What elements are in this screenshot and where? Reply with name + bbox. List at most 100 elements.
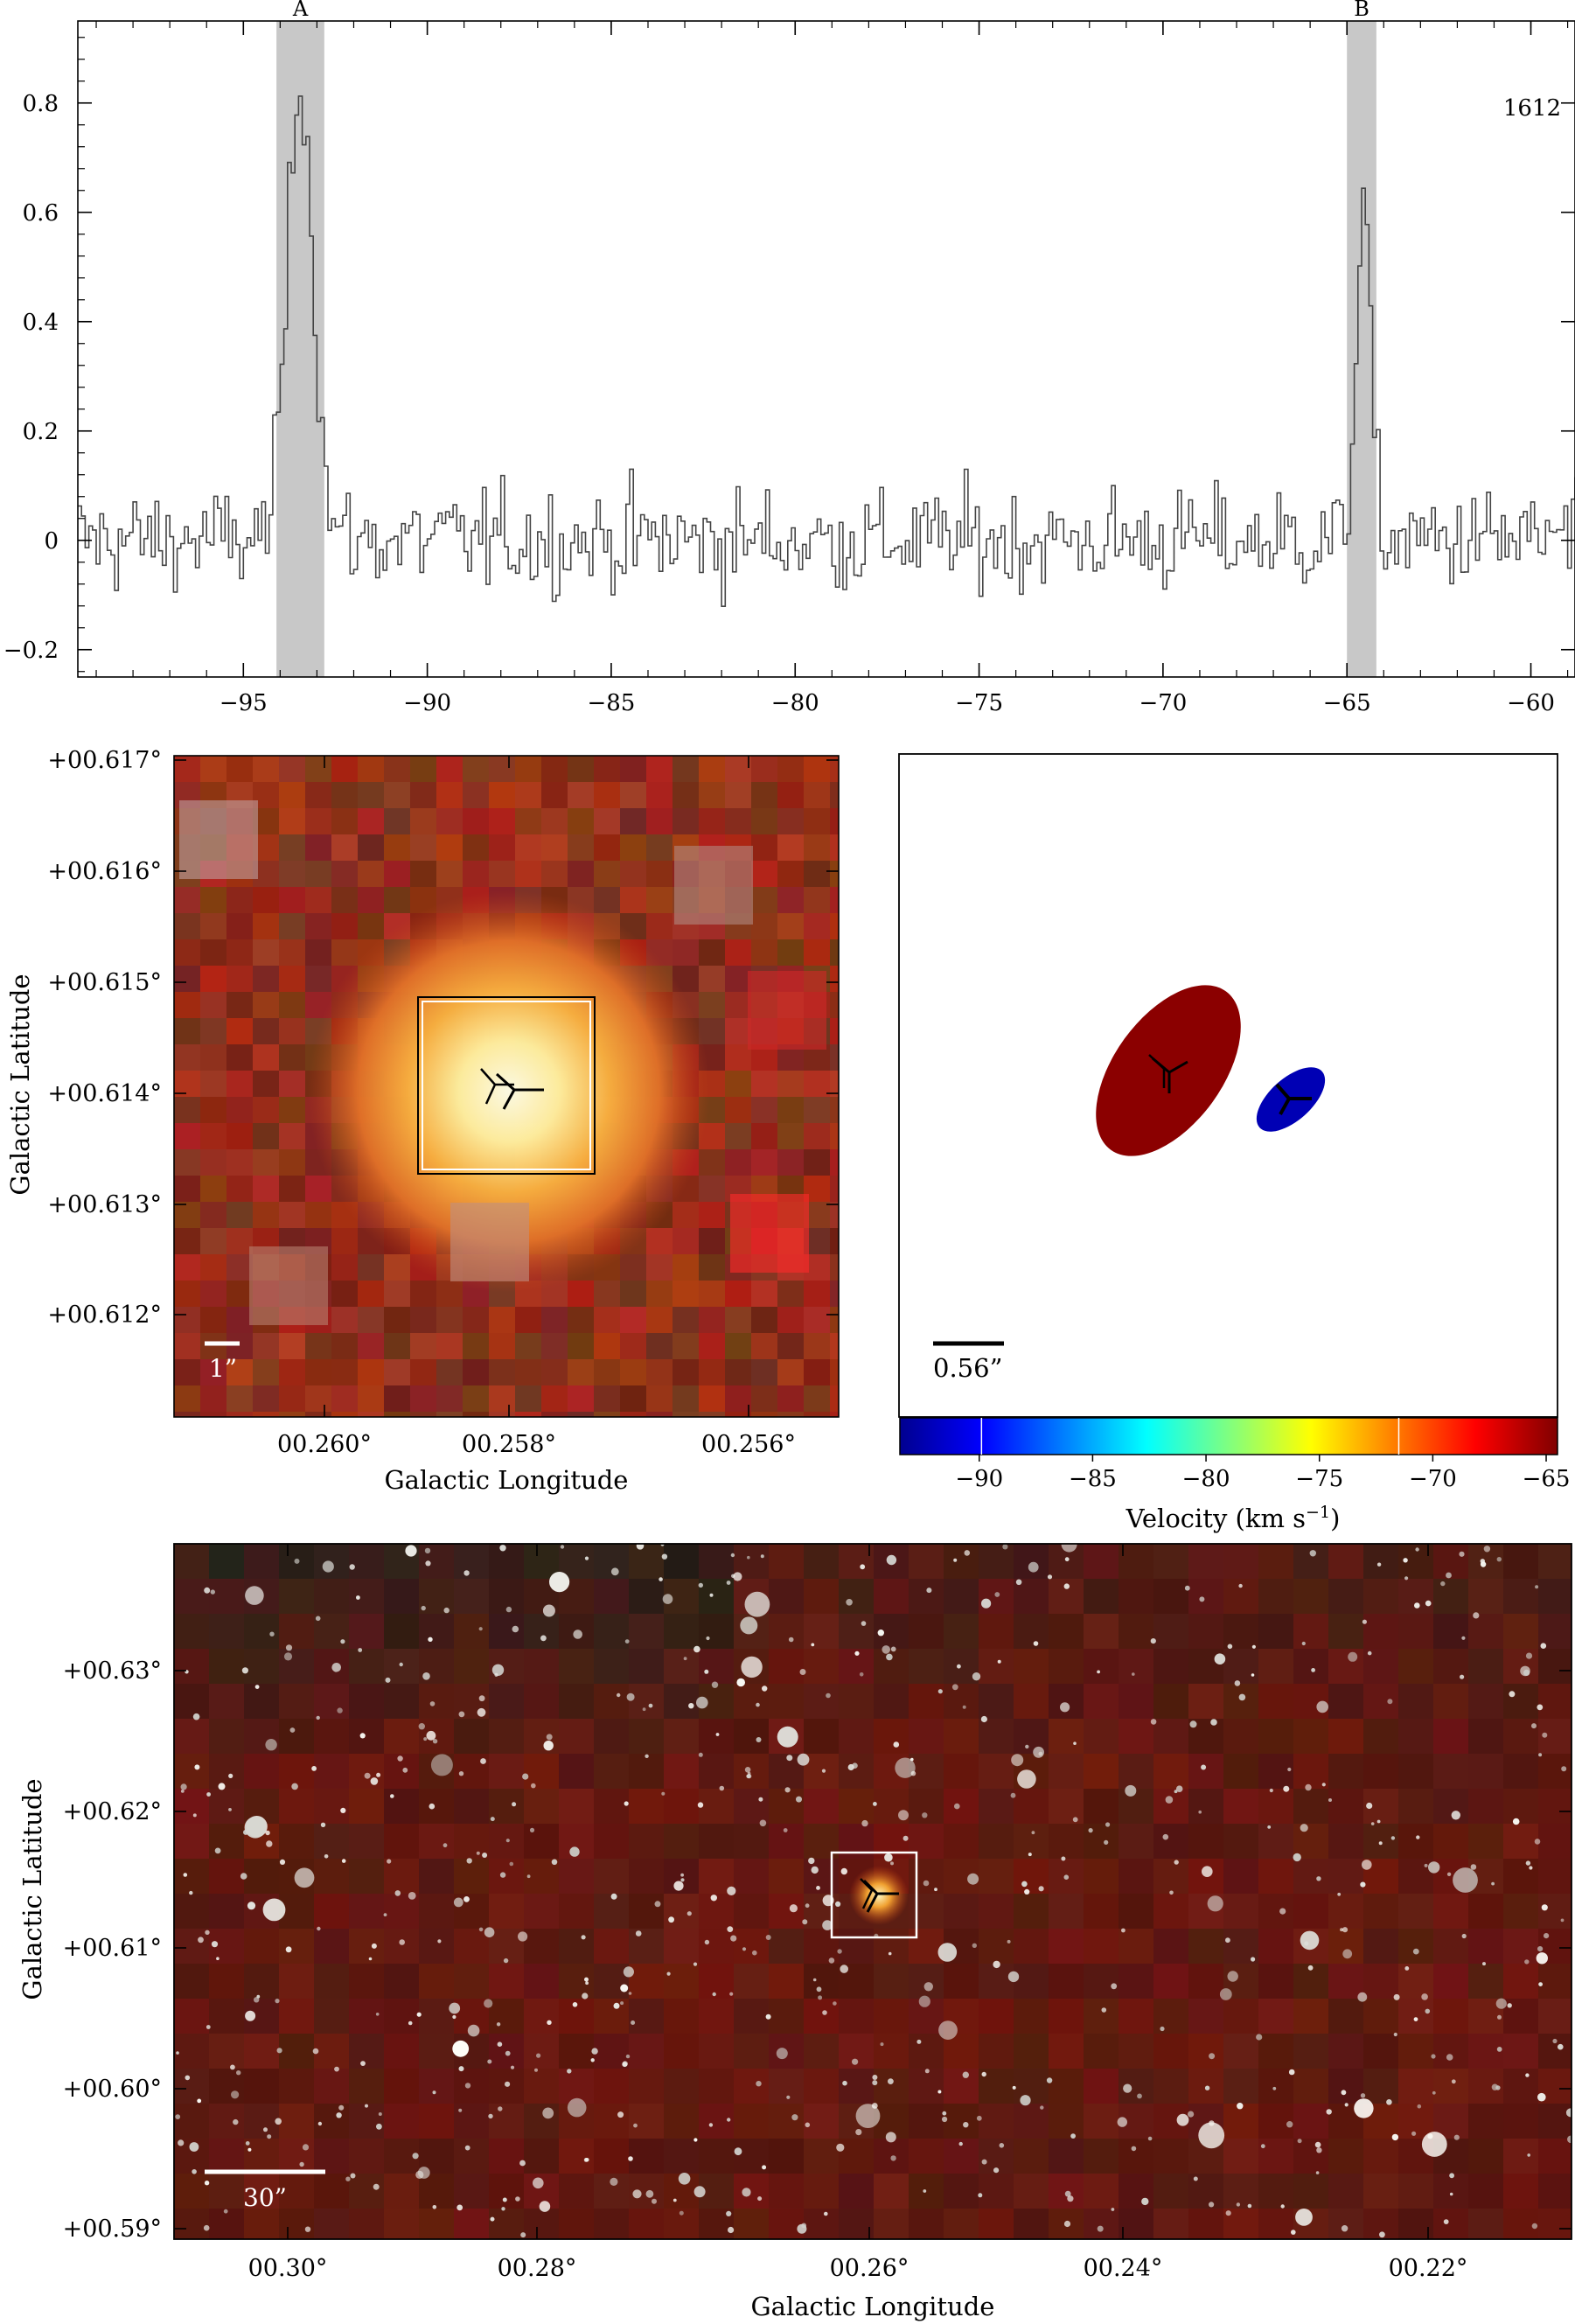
star xyxy=(534,2068,538,2072)
image-pixel xyxy=(1538,1964,1572,1999)
star xyxy=(840,1965,848,1973)
star xyxy=(886,1653,893,1661)
image-pixel xyxy=(1119,2139,1153,2174)
image-pixel xyxy=(1258,1544,1293,1579)
image-pixel xyxy=(200,1254,226,1281)
image-pixel xyxy=(253,913,279,939)
star xyxy=(1072,1817,1078,1823)
image-pixel xyxy=(830,834,839,861)
star xyxy=(1007,1939,1011,1944)
image-pixel xyxy=(209,1719,244,1754)
star xyxy=(1537,1946,1544,1952)
image-pixel xyxy=(804,1385,830,1412)
star xyxy=(1165,1796,1174,1804)
image-pixel xyxy=(874,2069,909,2104)
star xyxy=(418,1723,425,1730)
image-pixel xyxy=(279,808,305,834)
image-pixel xyxy=(226,1149,253,1176)
image-pixel xyxy=(226,1359,253,1385)
zoom-x-axis-label: Galactic Longitude xyxy=(385,1465,629,1495)
image-pixel xyxy=(664,2139,699,2174)
star xyxy=(505,2050,511,2056)
image-pixel xyxy=(419,1859,454,1894)
image-pixel xyxy=(1084,2209,1119,2239)
image-pixel xyxy=(664,1999,699,2034)
star xyxy=(1416,1835,1420,1839)
star xyxy=(1015,1579,1022,1586)
image-pixel xyxy=(200,1307,226,1333)
image-pixel xyxy=(620,1254,646,1281)
image-pixel xyxy=(673,756,699,782)
image-pixel xyxy=(594,2104,629,2139)
image-pixel xyxy=(629,1579,664,1614)
image-pixel xyxy=(559,1894,594,1929)
zoom-scalebar-label: 1” xyxy=(209,1354,237,1383)
image-pixel xyxy=(489,1385,515,1412)
image-pixel xyxy=(244,1754,279,1789)
star xyxy=(484,1927,495,1937)
image-pixel xyxy=(436,808,463,834)
image-pixel xyxy=(174,1649,209,1684)
star xyxy=(999,2143,1005,2148)
image-pixel xyxy=(699,992,725,1018)
image-pixel xyxy=(209,1579,244,1614)
star xyxy=(683,1657,687,1661)
image-pixel xyxy=(1328,1894,1363,1929)
image-pixel xyxy=(1188,1544,1223,1579)
star xyxy=(376,2123,382,2130)
star xyxy=(206,1792,212,1797)
image-pixel xyxy=(1503,1684,1538,1719)
image-pixel xyxy=(830,1254,839,1281)
image-pixel xyxy=(699,1614,734,1649)
image-pixel xyxy=(830,1202,839,1228)
image-pixel xyxy=(1119,1824,1153,1859)
image-pixel xyxy=(1153,1894,1188,1929)
image-pixel xyxy=(454,1789,489,1824)
image-pixel xyxy=(226,887,253,913)
image-pixel xyxy=(1014,1929,1049,1964)
image-pixel xyxy=(384,1684,419,1719)
image-pixel xyxy=(1119,1964,1153,1999)
image-pixel xyxy=(314,1579,349,1614)
x-tick-label: −85 xyxy=(587,690,635,716)
image-pixel xyxy=(209,2104,244,2139)
image-pixel xyxy=(515,1333,541,1359)
colorbar-tick-label: −65 xyxy=(1523,1466,1571,1492)
star xyxy=(526,1874,531,1879)
image-pixel xyxy=(1153,2069,1188,2104)
image-pixel xyxy=(874,1999,909,2034)
image-pixel xyxy=(1014,1684,1049,1719)
image-pixel xyxy=(244,1964,279,1999)
star xyxy=(499,1545,506,1552)
star xyxy=(194,1764,200,1770)
star xyxy=(478,1927,484,1932)
image-pixel xyxy=(804,782,830,808)
star xyxy=(210,1589,215,1595)
image-pixel xyxy=(769,2174,804,2209)
image-pixel xyxy=(559,1929,594,1964)
image-pixel xyxy=(1084,1999,1119,2034)
image-pixel xyxy=(384,1999,419,2034)
image-pixel xyxy=(279,2209,314,2239)
star xyxy=(423,1737,428,1741)
star xyxy=(882,1645,890,1654)
star xyxy=(1097,2225,1104,2232)
image-pixel xyxy=(725,808,751,834)
image-pixel xyxy=(1119,1859,1153,1894)
image-pixel xyxy=(1363,1544,1398,1579)
image-pixel xyxy=(174,992,200,1018)
image-pixel xyxy=(734,1754,769,1789)
image-pixel xyxy=(226,1018,253,1044)
image-pixel xyxy=(725,1149,751,1176)
star xyxy=(467,2024,480,2037)
star xyxy=(624,1639,630,1644)
image-pixel xyxy=(253,756,279,782)
star xyxy=(1314,2141,1321,2148)
image-pixel xyxy=(751,1412,777,1417)
image-pixel xyxy=(751,756,777,782)
image-pixel xyxy=(646,782,673,808)
image-pixel xyxy=(777,756,804,782)
star xyxy=(788,1637,794,1643)
star xyxy=(1538,1753,1543,1757)
star xyxy=(756,1702,760,1707)
